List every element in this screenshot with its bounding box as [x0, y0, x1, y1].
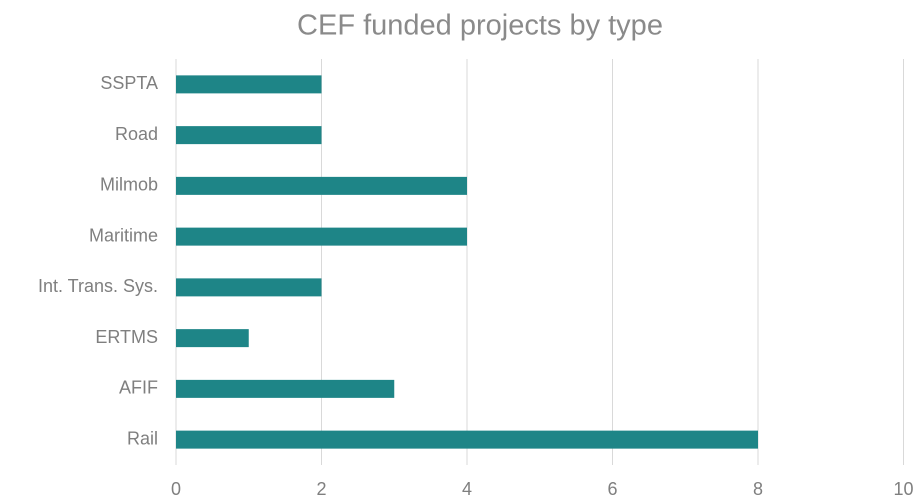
bar — [176, 379, 395, 398]
bar — [176, 329, 249, 348]
chart-title: CEF funded projects by type — [297, 10, 663, 42]
x-tick-label: 2 — [316, 479, 326, 499]
y-tick-label: Maritime — [89, 225, 158, 245]
bar — [176, 278, 322, 297]
bar — [176, 176, 467, 195]
y-tick-label: Milmob — [100, 175, 158, 195]
y-tick-label: Road — [115, 124, 158, 144]
bar — [176, 430, 758, 449]
bar — [176, 227, 467, 246]
y-tick-label: ERTMS — [95, 327, 158, 347]
y-tick-label: SSPTA — [100, 73, 158, 93]
x-tick-label: 0 — [171, 479, 181, 499]
bar — [176, 75, 322, 94]
y-tick-label: Int. Trans. Sys. — [38, 276, 158, 296]
y-tick-label: Rail — [127, 428, 158, 448]
x-tick-label: 8 — [753, 479, 763, 499]
y-tick-label: AFIF — [119, 378, 158, 398]
x-tick-label: 6 — [607, 479, 617, 499]
x-tick-label: 10 — [893, 479, 913, 499]
bar — [176, 126, 322, 145]
x-tick-label: 4 — [462, 479, 472, 499]
